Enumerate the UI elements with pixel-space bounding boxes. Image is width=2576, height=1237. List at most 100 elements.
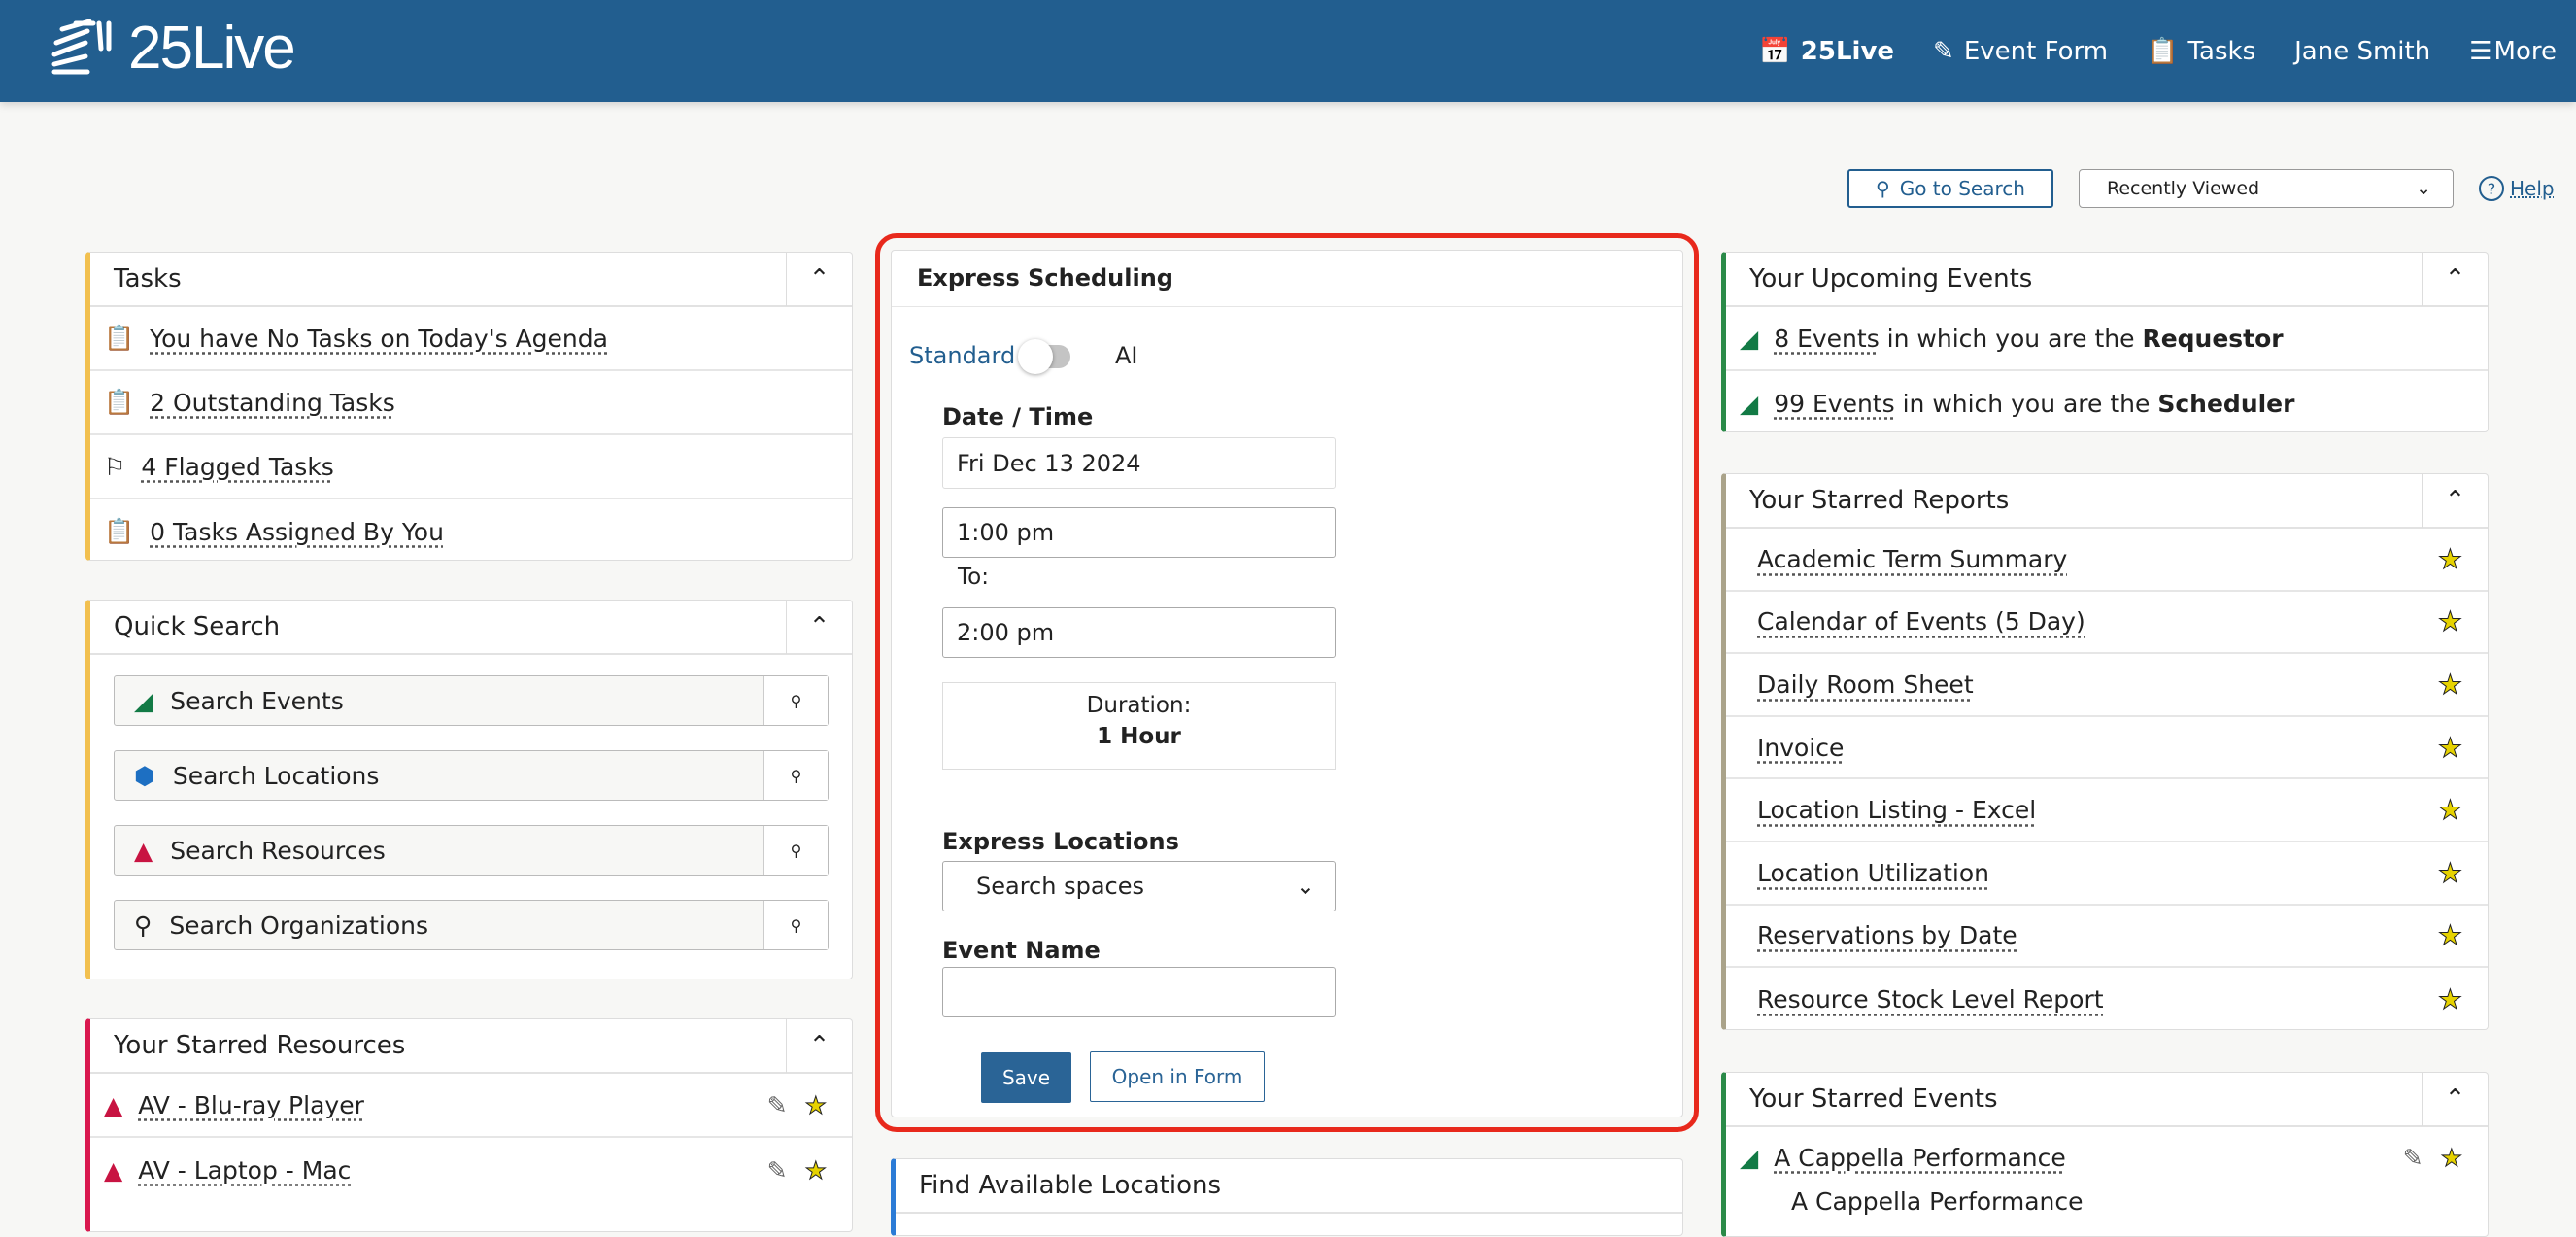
flag-icon: ⚐ [104, 452, 126, 481]
report-link[interactable]: Resource Stock Level Report [1757, 984, 2104, 1014]
search-organizations[interactable]: ⚲ Search Organizations ⚲ [114, 900, 829, 950]
search-button[interactable]: ⚲ [763, 826, 828, 875]
report-link[interactable]: Invoice [1757, 733, 1845, 762]
report-item: Location Listing - Excel ★ [1726, 779, 2488, 842]
star-icon[interactable]: ★ [2437, 919, 2462, 952]
nav-tasks[interactable]: 📋 Tasks [2147, 36, 2256, 66]
starred-event-item: ◢ A Cappella Performance ✎ ★ [1726, 1127, 2488, 1187]
search-button[interactable]: ⚲ [763, 901, 828, 949]
star-icon[interactable]: ★ [2437, 731, 2462, 764]
help-link[interactable]: ? Help [2479, 176, 2555, 201]
star-icon[interactable]: ★ [2437, 668, 2462, 701]
report-link[interactable]: Location Utilization [1757, 858, 1989, 887]
nav-event-form[interactable]: ✎ Event Form [1933, 36, 2109, 66]
collapse-button[interactable]: ⌃ [786, 601, 852, 654]
search-button[interactable]: ⚲ [763, 751, 828, 800]
search-icon: ⚲ [1876, 177, 1890, 200]
panel-title: Your Starred Resources [114, 1031, 406, 1060]
events-link[interactable]: 8 Events [1774, 324, 1880, 353]
report-link[interactable]: Reservations by Date [1757, 921, 2017, 950]
clipboard-icon: 📋 [104, 388, 135, 416]
resource-pyramid-icon: ▲ [104, 1090, 123, 1119]
star-icon[interactable]: ★ [2437, 982, 2462, 1015]
collapse-button[interactable]: ⌃ [2422, 253, 2488, 306]
clipboard-icon: 📋 [2147, 36, 2179, 66]
star-icon[interactable]: ★ [2437, 605, 2462, 638]
upcoming-item: ◢ 8 Events in which you are the Requestor [1726, 307, 2488, 371]
event-icon: ◢ [134, 686, 153, 715]
edit-icon[interactable]: ✎ [766, 1090, 788, 1119]
upcoming-item: ◢ 99 Events in which you are the Schedule… [1740, 389, 2295, 418]
star-icon[interactable]: ★ [2440, 1143, 2462, 1172]
edit-icon[interactable]: ✎ [2402, 1143, 2423, 1172]
mode-toggle[interactable] [1018, 339, 1070, 374]
star-icon[interactable]: ★ [2437, 542, 2462, 575]
locations-select[interactable]: Search spaces ⌄ [942, 861, 1336, 911]
date-field[interactable]: Fri Dec 13 2024 [942, 437, 1336, 489]
top-header: 25Live 📅 25Live ✎ Event Form 📋 Tasks Jane S… [0, 0, 2576, 102]
upcoming-events-panel: Your Upcoming Events ⌃ ◢ 8 Events in which… [1721, 252, 2489, 432]
nav-user[interactable]: Jane Smith [2294, 36, 2431, 66]
report-link[interactable]: Daily Room Sheet [1757, 670, 1974, 699]
event-link[interactable]: A Cappella Performance [1774, 1143, 2066, 1172]
search-resources[interactable]: ▲ Search Resources ⚲ [114, 825, 829, 876]
star-icon[interactable]: ★ [2437, 856, 2462, 889]
logo-sunburst-icon [51, 18, 112, 74]
quick-search-panel: Quick Search ⌃ ◢ Search Events ⚲ ⬢ Search Lo… [85, 600, 853, 979]
resource-link[interactable]: AV - Laptop - Mac [138, 1155, 352, 1185]
report-link[interactable]: Calendar of Events (5 Day) [1757, 607, 2085, 636]
collapse-button[interactable]: ⌃ [786, 253, 852, 306]
resource-pyramid-icon: ▲ [134, 836, 153, 865]
star-icon[interactable]: ★ [2437, 794, 2462, 827]
tasks-panel: Tasks ⌃ 📋 You have No Tasks on Today's Age… [85, 252, 853, 561]
task-item[interactable]: 📋 You have No Tasks on Today's Agenda [90, 307, 852, 371]
organization-icon: ⚲ [134, 911, 153, 940]
starred-reports-panel: Your Starred Reports ⌃ Academic Term Summ… [1721, 473, 2489, 1030]
resource-item: ▲ AV - Laptop - Mac ✎ ★ [90, 1138, 852, 1202]
chevron-down-icon: ⌄ [2416, 178, 2431, 199]
logo[interactable]: 25Live [51, 14, 296, 83]
resource-link[interactable]: AV - Blu-ray Player [138, 1090, 364, 1119]
save-button[interactable]: Save [981, 1052, 1071, 1103]
event-subtitle: A Cappella Performance [1791, 1187, 2084, 1216]
report-item: Invoice ★ [1726, 717, 2488, 780]
nav-more[interactable]: ☰ More [2469, 36, 2557, 66]
collapse-button[interactable]: ⌃ [786, 1019, 852, 1073]
search-button[interactable]: ⚲ [763, 676, 828, 725]
open-in-form-button[interactable]: Open in Form [1090, 1051, 1265, 1102]
report-item: Calendar of Events (5 Day) ★ [1726, 592, 2488, 655]
events-link[interactable]: 99 Events [1774, 389, 1895, 418]
report-item: Location Utilization ★ [1726, 842, 2488, 906]
resource-item: ▲ AV - Blu-ray Player ✎ ★ [90, 1074, 852, 1138]
task-item[interactable]: ⚐ 4 Flagged Tasks [90, 435, 852, 499]
to-label: To: [958, 565, 989, 590]
collapse-button[interactable]: ⌃ [2422, 1073, 2488, 1126]
search-events[interactable]: ◢ Search Events ⚲ [114, 675, 829, 726]
task-item[interactable]: 📋 2 Outstanding Tasks [90, 371, 852, 435]
search-locations[interactable]: ⬢ Search Locations ⚲ [114, 750, 829, 801]
edit-icon[interactable]: ✎ [766, 1155, 788, 1185]
help-circle-icon: ? [2479, 176, 2504, 201]
event-name-input[interactable] [942, 967, 1336, 1017]
calendar-bolt-icon: 📅 [1759, 36, 1791, 66]
panel-title: Express Scheduling [892, 251, 1682, 307]
star-icon[interactable]: ★ [804, 1090, 827, 1119]
star-icon[interactable]: ★ [804, 1155, 827, 1185]
task-item[interactable]: 📋 0 Tasks Assigned By You [104, 517, 444, 546]
recently-viewed-select[interactable]: Recently Viewed ⌄ [2079, 169, 2454, 208]
highlight-outline [875, 233, 1699, 1132]
collapse-button[interactable]: ⌃ [2422, 474, 2488, 528]
hamburger-icon: ☰ [2469, 36, 2492, 66]
location-cube-icon: ⬢ [134, 761, 155, 790]
express-locations-label: Express Locations [942, 828, 1179, 855]
panel-title: Your Starred Reports [1749, 486, 2010, 515]
go-to-search-button[interactable]: ⚲ Go to Search [1847, 169, 2053, 208]
panel-title: Tasks [114, 264, 182, 293]
start-time-field[interactable]: 1:00 pm [942, 507, 1336, 558]
report-link[interactable]: Academic Term Summary [1757, 544, 2068, 573]
nav-25live[interactable]: 📅 25Live [1759, 36, 1895, 66]
report-link[interactable]: Location Listing - Excel [1757, 796, 2037, 825]
end-time-field[interactable]: 2:00 pm [942, 607, 1336, 658]
chevron-down-icon: ⌄ [1295, 873, 1315, 900]
panel-title: Find Available Locations [919, 1171, 1221, 1200]
